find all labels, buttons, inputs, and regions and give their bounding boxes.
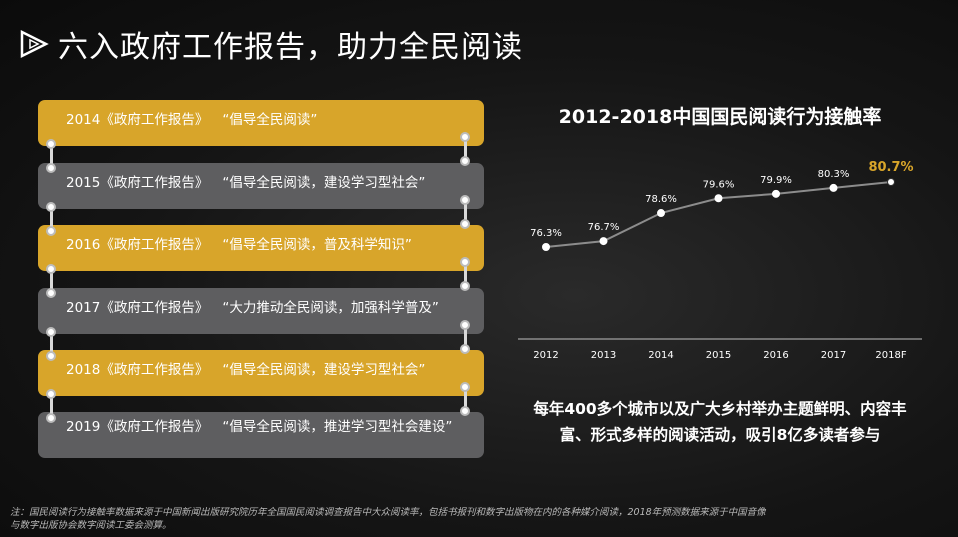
title-bar: 六入政府工作报告，助力全民阅读 xyxy=(18,22,523,66)
connector-dot xyxy=(46,163,56,173)
connector-line xyxy=(464,199,467,223)
x-tick-label: 2014 xyxy=(648,350,673,361)
timeline-item-2016: 2016《政府工作报告》 “倡导全民阅读，普及科学知识” xyxy=(38,225,484,271)
policy-timeline: 2014《政府工作报告》 “倡导全民阅读” 2015《政府工作报告》 “倡导全民… xyxy=(38,100,484,460)
x-tick-label: 2012 xyxy=(533,350,558,361)
timeline-year: 2015《政府工作报告》 xyxy=(66,175,209,191)
connector-dot xyxy=(460,382,470,392)
description-text: 每年400多个城市以及广大乡村举办主题鲜明、内容丰富、形式多样的阅读活动，吸引8… xyxy=(533,400,907,444)
connector-dot xyxy=(460,320,470,330)
data-label: 80.3% xyxy=(818,169,850,180)
timeline-quote: “倡导全民阅读，普及科学知识” xyxy=(222,237,412,253)
connector-dot xyxy=(46,202,56,212)
timeline-quote: “倡导全民阅读，推进学习型社会建设” xyxy=(222,419,453,435)
x-tick-label: 2015 xyxy=(706,350,731,361)
connector-dot xyxy=(46,389,56,399)
x-tick-label: 2018F xyxy=(875,350,906,361)
timeline-quote: “倡导全民阅读，建设学习型社会” xyxy=(222,175,426,191)
data-label: 76.3% xyxy=(530,228,562,239)
timeline-item-2015: 2015《政府工作报告》 “倡导全民阅读，建设学习型社会” xyxy=(38,163,484,209)
connector-dot xyxy=(460,406,470,416)
connector-line xyxy=(50,268,53,292)
data-point xyxy=(599,237,608,246)
data-label: 76.7% xyxy=(588,222,620,233)
timeline-year: 2014《政府工作报告》 xyxy=(66,112,209,128)
connector-dot xyxy=(46,264,56,274)
connector-line xyxy=(50,206,53,230)
timeline-year: 2018《政府工作报告》 xyxy=(66,362,209,378)
footnote: 注：国民阅读行为接触率数据来源于中国新闻出版研究院历年全国国民阅读调查报告中大众… xyxy=(10,507,766,531)
connector-dot xyxy=(460,219,470,229)
data-point xyxy=(887,178,895,186)
connector-line xyxy=(464,136,467,160)
data-point xyxy=(657,209,665,218)
connector-line xyxy=(50,331,53,355)
timeline-item-2014: 2014《政府工作报告》 “倡导全民阅读” xyxy=(38,100,484,146)
timeline-year: 2016《政府工作报告》 xyxy=(66,237,209,253)
timeline-item-2019: 2019《政府工作报告》 “倡导全民阅读，推进学习型社会建设” xyxy=(38,412,484,458)
data-label: 79.9% xyxy=(760,175,792,186)
chart-title: 2012-2018中国国民阅读行为接触率 xyxy=(558,106,882,128)
data-label: 79.6% xyxy=(703,179,735,190)
connector-dot xyxy=(46,413,56,423)
data-point xyxy=(542,243,550,251)
timeline-year: 2019《政府工作报告》 xyxy=(66,419,209,435)
connector-dot xyxy=(46,288,56,298)
page-title: 六入政府工作报告，助力全民阅读 xyxy=(58,30,523,65)
connector-line xyxy=(464,386,467,410)
connector-dot xyxy=(460,132,470,142)
timeline-year: 2017《政府工作报告》 xyxy=(66,300,209,316)
connector-line xyxy=(464,261,467,285)
data-label: 80.7% xyxy=(868,160,913,175)
connector-line xyxy=(50,143,53,167)
connector-dot xyxy=(460,344,470,354)
timeline-item-2018: 2018《政府工作报告》 “倡导全民阅读，建设学习型社会” xyxy=(38,350,484,396)
x-tick-label: 2016 xyxy=(763,350,788,361)
timeline-quote: “倡导全民阅读，建设学习型社会” xyxy=(222,362,426,378)
connector-line xyxy=(464,324,467,348)
connector-dot xyxy=(460,156,470,166)
connector-dot xyxy=(46,351,56,361)
timeline-text: 2019《政府工作报告》 “倡导全民阅读，推进学习型社会建设” xyxy=(54,418,452,436)
connector-dot xyxy=(46,139,56,149)
connector-dot xyxy=(460,257,470,267)
timeline-item-2017: 2017《政府工作报告》 “大力推动全民阅读，加强科学普及” xyxy=(38,288,484,334)
connector-dot xyxy=(46,327,56,337)
line-chart: 76.3% 2012 76.7% 2013 78.6% 2014 79.6% 2015 79.9… xyxy=(518,160,922,361)
series-line xyxy=(545,181,892,248)
connector-dot xyxy=(460,281,470,291)
timeline-quote: “倡导全民阅读” xyxy=(222,112,318,128)
connector-line xyxy=(50,393,53,417)
connector-dot xyxy=(46,226,56,236)
data-point xyxy=(829,183,838,192)
x-tick-label: 2013 xyxy=(591,350,616,361)
timeline-quote: “大力推动全民阅读，加强科学普及” xyxy=(222,300,439,316)
x-tick-label: 2017 xyxy=(821,350,846,361)
data-point xyxy=(772,189,780,198)
data-label: 78.6% xyxy=(645,194,677,205)
connector-dot xyxy=(460,195,470,205)
data-point xyxy=(714,194,723,203)
play-arrow-icon xyxy=(20,29,49,59)
